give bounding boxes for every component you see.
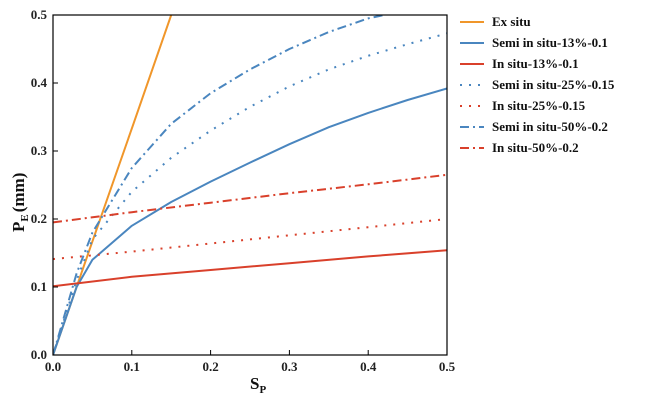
series-line-4 [53, 32, 447, 355]
legend-label: In situ-13%-0.1 [492, 56, 579, 71]
series-line-3 [53, 249, 447, 288]
x-tick-label: 0.5 [439, 359, 456, 374]
y-tick-label: 0.2 [31, 211, 47, 226]
x-axis-title: SP [250, 374, 266, 396]
x-tick-label: 0.3 [281, 359, 298, 374]
y-tick-label: 0.4 [31, 75, 48, 90]
x-tick-label: 0.4 [360, 359, 377, 374]
series-line-5 [53, 218, 447, 261]
y-tick-label: 0.0 [31, 347, 47, 362]
y-tick-label: 0.3 [31, 143, 48, 158]
legend-label: In situ-50%-0.2 [492, 140, 579, 155]
legend: Ex situ Semi in situ-13%-0.1 In situ-13%-0… [460, 14, 615, 155]
legend-label: Semi in situ-13%-0.1 [492, 35, 608, 50]
series-line-7 [53, 173, 447, 224]
legend-label: In situ-25%-0.15 [492, 98, 586, 113]
legend-label: Semi in situ-25%-0.15 [492, 77, 615, 92]
tick-layer: 0.0 0.1 0.2 0.3 0.4 0.5 0.0 0.1 0.2 0.3 0.4 0.5 [31, 7, 456, 374]
y-tick-label: 0.5 [31, 7, 48, 22]
series-layer [53, 15, 447, 355]
plot-frame [52, 14, 448, 356]
legend-label: Semi in situ-50%-0.2 [492, 119, 608, 134]
x-tick-label: 0.1 [124, 359, 140, 374]
series-line-2 [53, 87, 447, 355]
x-tick-label: 0.2 [202, 359, 218, 374]
y-axis-title: PE(mm) [9, 173, 31, 232]
legend-label: Ex situ [492, 14, 531, 29]
y-tick-label: 0.1 [31, 279, 47, 294]
series-line-6 [53, 15, 385, 355]
x-tick-label: 0.0 [45, 359, 61, 374]
